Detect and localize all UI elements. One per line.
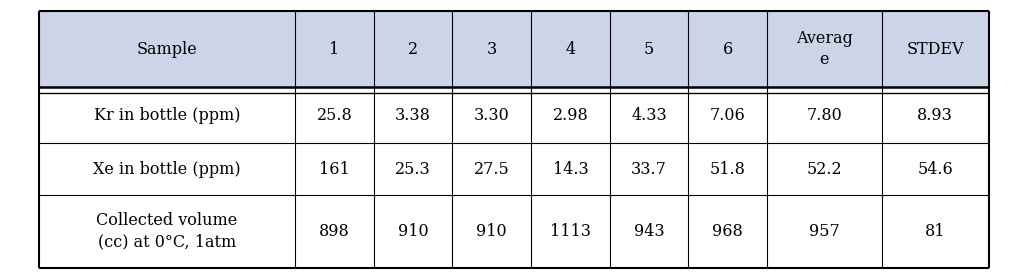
Text: 4.33: 4.33 bbox=[631, 107, 667, 124]
Text: Sample: Sample bbox=[137, 40, 198, 57]
Text: STDEV: STDEV bbox=[907, 40, 964, 57]
Text: 910: 910 bbox=[397, 223, 429, 240]
Text: 8.93: 8.93 bbox=[918, 107, 953, 124]
Text: Kr in bottle (ppm): Kr in bottle (ppm) bbox=[93, 107, 240, 124]
Text: 7.80: 7.80 bbox=[806, 107, 843, 124]
Text: 943: 943 bbox=[634, 223, 664, 240]
Text: 33.7: 33.7 bbox=[631, 160, 667, 177]
Text: 4: 4 bbox=[566, 40, 575, 57]
Text: 3.30: 3.30 bbox=[474, 107, 510, 124]
Text: 1113: 1113 bbox=[550, 223, 591, 240]
Text: 910: 910 bbox=[477, 223, 507, 240]
Text: 968: 968 bbox=[712, 223, 743, 240]
Bar bbox=[39, 11, 989, 87]
Text: 25.8: 25.8 bbox=[316, 107, 352, 124]
Bar bbox=[39, 87, 989, 143]
Text: 7.06: 7.06 bbox=[710, 107, 745, 124]
Text: 161: 161 bbox=[319, 160, 350, 177]
Text: 52.2: 52.2 bbox=[806, 160, 842, 177]
Text: 51.8: 51.8 bbox=[710, 160, 745, 177]
Text: 898: 898 bbox=[319, 223, 350, 240]
Text: 2: 2 bbox=[408, 40, 418, 57]
Text: Xe in bottle (ppm): Xe in bottle (ppm) bbox=[93, 160, 240, 177]
Text: Collected volume
(cc) at 0°C, 1atm: Collected volume (cc) at 0°C, 1atm bbox=[96, 212, 237, 250]
Text: 957: 957 bbox=[809, 223, 840, 240]
Text: 1: 1 bbox=[330, 40, 340, 57]
Bar bbox=[39, 195, 989, 268]
Text: 3: 3 bbox=[487, 40, 497, 57]
Text: 54.6: 54.6 bbox=[918, 160, 953, 177]
Text: 2.98: 2.98 bbox=[553, 107, 588, 124]
Text: 5: 5 bbox=[644, 40, 654, 57]
Text: 27.5: 27.5 bbox=[474, 160, 510, 177]
Text: 25.3: 25.3 bbox=[395, 160, 431, 177]
Text: 81: 81 bbox=[925, 223, 945, 240]
Text: 3.38: 3.38 bbox=[395, 107, 431, 124]
Text: 6: 6 bbox=[723, 40, 733, 57]
Bar bbox=[39, 143, 989, 195]
Text: 14.3: 14.3 bbox=[553, 160, 588, 177]
Text: Averag
e: Averag e bbox=[796, 30, 853, 68]
